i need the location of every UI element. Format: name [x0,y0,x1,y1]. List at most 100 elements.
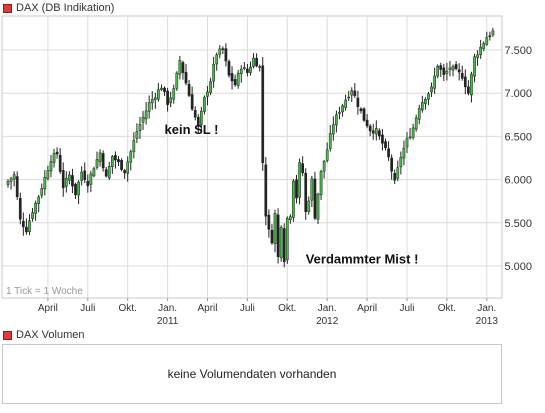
candle-body [144,110,148,120]
candle-body [160,87,163,90]
candle-body [157,89,160,100]
candle-body [310,178,314,201]
candle-body [411,127,415,138]
candle-body [61,170,65,189]
candle-body [338,112,341,114]
candle-body [181,62,185,73]
x-tick-label: Juli [240,303,255,314]
candle-body [316,193,320,220]
candle-body [31,212,34,219]
candle-body [83,170,87,180]
candle-body [356,97,360,107]
candle-body [448,67,452,70]
candle-body [365,119,369,127]
candle-body [362,108,366,121]
candle-body [89,173,93,185]
y-tick-label: 6.500 [504,131,532,143]
price-legend-swatch [3,3,12,13]
volume-panel: keine Volumendaten vorhanden [2,344,502,404]
volume-legend-label: DAX Volumen [16,329,85,341]
candle-body [233,79,237,86]
candle-body [193,109,197,118]
candle-body [221,48,225,50]
candle-body [55,151,59,155]
candle-body [353,90,357,97]
candle-body [454,64,458,69]
x-tick-label: Juli [399,303,414,314]
candle-body [258,66,262,68]
candle-body [37,196,41,204]
x-tick-label: April [197,303,217,314]
candle-body [270,229,274,244]
volume-legend-swatch [3,330,12,340]
candle-body [476,54,479,58]
candle-body [417,108,421,120]
candle-body [273,213,277,244]
candle-body [21,220,25,228]
candle-body [34,202,37,214]
candle-body [387,148,390,158]
candle-body [46,170,50,179]
candle-body [285,218,289,261]
x-tick-label: Jan. [318,303,337,314]
price-plot-frame [1,15,503,299]
candle-body [331,124,335,135]
candle-body [491,30,495,35]
candle-body [399,156,403,168]
candle-body [58,154,62,172]
candle-body [71,175,74,187]
candle-body [43,176,47,190]
candle-body [368,125,372,132]
x-tick-label: April [357,303,377,314]
candle-body [289,216,292,221]
candle-body [92,168,96,177]
candle-body [172,88,176,100]
candle-body [184,72,188,84]
price-legend-label: DAX (DB Indikation) [16,2,115,14]
candle-body [187,84,191,96]
candle-body [230,73,234,82]
candle-body [279,227,283,259]
candle-body [301,163,304,174]
price-y-axis: 5.000 5.500 6.000 6.500 7.000 7.500 [504,45,532,273]
candle-body [141,116,145,123]
candle-body [433,75,436,89]
x-tick-label: Jan. [477,303,496,314]
candle-body [224,48,228,62]
tick-footnote: 1 Tick = 1 Woche [6,286,83,297]
x-tick-label: Okt. [438,303,456,314]
candle-body [470,73,473,96]
price-chart: 5.000 5.500 6.000 6.500 7.000 7.500 April Juli… [1,15,532,327]
candle-body [206,91,209,97]
candle-body [396,167,400,179]
candle-body [249,66,252,73]
candle-body [175,72,179,89]
candle-body [378,130,381,137]
price-candles [6,27,495,268]
candle-body [196,116,200,127]
candle-body [239,68,243,75]
candle-body [138,124,142,131]
candle-body [166,90,169,105]
candle-body [479,46,483,56]
x-tick-label: Okt. [278,303,296,314]
candle-body [163,87,166,92]
candle-body [111,156,114,167]
candle-body [485,37,489,45]
price-legend: DAX (DB Indikation) [3,1,114,15]
x-tick-label: Jan. [158,303,177,314]
candle-body [86,180,90,187]
candle-body [276,214,280,258]
candle-body [209,81,212,93]
candle-body [473,56,476,77]
chart-annotation: kein SL ! [165,122,219,137]
candle-body [114,155,117,161]
candle-body [420,102,424,111]
price-x-axis: April Juli Okt. Jan. April Juli Okt. Jan. April J… [38,298,498,327]
candle-body [436,65,440,77]
candle-body [212,64,215,82]
candle-body [335,114,338,126]
candle-body [282,228,286,263]
candle-body [74,183,77,196]
candle-body [439,65,443,70]
